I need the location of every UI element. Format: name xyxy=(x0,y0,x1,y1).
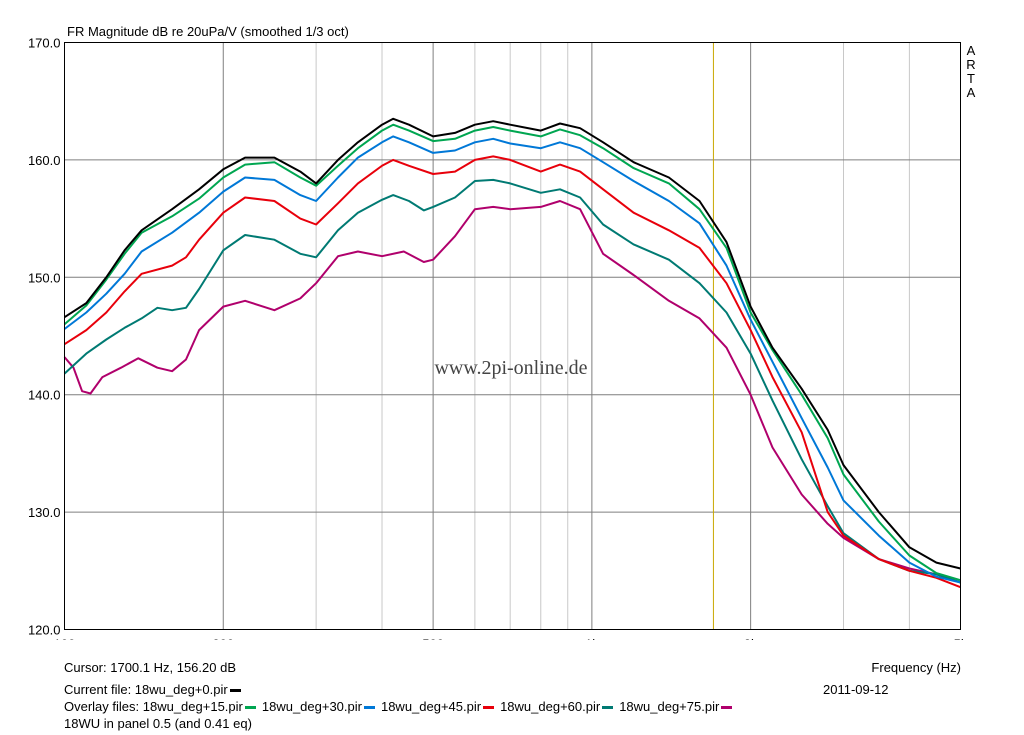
x-tick-label: 200 xyxy=(212,637,234,641)
series-line xyxy=(63,117,961,570)
overlay-prefix: Overlay files: xyxy=(64,699,143,714)
y-tick-label: 120.0 xyxy=(28,623,61,638)
y-tick-label: 130.0 xyxy=(28,505,61,520)
arta-letter: A xyxy=(966,43,976,58)
legend-entry-label: 18wu_deg+30.pir xyxy=(261,699,362,714)
legend-swatch xyxy=(363,706,375,710)
series-line xyxy=(63,178,961,584)
legend-swatch xyxy=(483,706,495,710)
arta-letter: R xyxy=(966,57,976,72)
series-line xyxy=(63,200,961,584)
legend-swatch xyxy=(244,706,256,710)
series-line xyxy=(63,135,961,584)
arta-logo: A R T A xyxy=(966,44,976,100)
overlay-list: 18wu_deg+15.pir 18wu_deg+30.pir 18wu_deg+4… xyxy=(143,699,739,714)
current-file-row: Current file: 18wu_deg+0.pir xyxy=(64,682,247,697)
x-tick-label: 500 xyxy=(422,637,444,641)
y-tick-label: 140.0 xyxy=(28,388,61,403)
legend-entry-label: 18wu_deg+60.pir xyxy=(500,699,601,714)
x-tick-label: 2k xyxy=(744,637,758,641)
frequency-response-chart: FR Magnitude dB re 20uPa/V (smoothed 1/3… xyxy=(28,24,968,641)
series-lines xyxy=(63,117,961,589)
y-tick-label: 170.0 xyxy=(28,36,61,51)
x-tick-label: 1k xyxy=(585,637,599,641)
current-file-swatch xyxy=(229,689,241,693)
overlay-files-row: Overlay files: 18wu_deg+15.pir 18wu_deg+3… xyxy=(64,699,738,714)
series-line xyxy=(63,155,961,589)
legend-entry-label: 18wu_deg+15.pir xyxy=(142,699,243,714)
plot-frame xyxy=(64,42,961,630)
y-axis-ticks: 170.0 160.0 150.0 140.0 130.0 120.0 xyxy=(28,36,61,638)
cursor-readout: Cursor: 1700.1 Hz, 156.20 dB xyxy=(64,660,236,675)
x-tick-label: 5k xyxy=(954,637,968,641)
series-line xyxy=(63,123,961,582)
date-label: 2011-09-12 xyxy=(823,682,889,697)
watermark-text: www.2pi-online.de xyxy=(434,357,587,379)
chart-title: FR Magnitude dB re 20uPa/V (smoothed 1/3… xyxy=(67,24,349,39)
x-axis-ticks: 100 200 500 1k 2k 5k xyxy=(54,637,968,641)
legend-entry-label: 18wu_deg+45.pir xyxy=(380,699,482,714)
y-tick-label: 150.0 xyxy=(28,270,61,285)
panel-note: 18WU in panel 0.5 (and 0.41 eq) xyxy=(64,716,252,731)
y-tick-label: 160.0 xyxy=(28,153,61,168)
legend-swatch xyxy=(602,706,614,710)
arta-letter: T xyxy=(967,71,975,86)
arta-letter: A xyxy=(966,85,976,100)
x-tick-label: 100 xyxy=(54,637,76,641)
legend-swatch xyxy=(721,706,733,710)
legend-entry-label: 18wu_deg+75.pir xyxy=(619,699,720,714)
x-axis-label: Frequency (Hz) xyxy=(871,660,961,675)
current-file-label: Current file: 18wu_deg+0.pir xyxy=(64,682,228,697)
